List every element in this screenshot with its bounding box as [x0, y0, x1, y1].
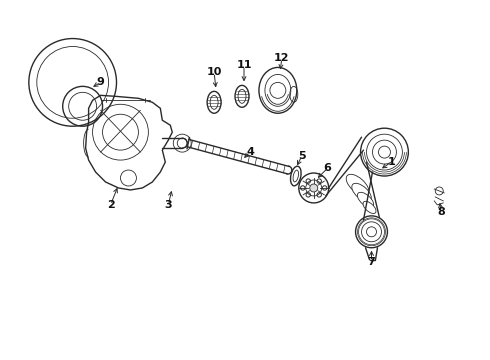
- Circle shape: [356, 216, 388, 248]
- Ellipse shape: [363, 201, 376, 213]
- Text: 1: 1: [388, 157, 395, 167]
- Text: 9: 9: [97, 77, 104, 87]
- Text: 6: 6: [324, 163, 332, 173]
- Text: 2: 2: [107, 200, 114, 210]
- Ellipse shape: [235, 85, 249, 107]
- Ellipse shape: [207, 91, 221, 113]
- Text: 5: 5: [298, 151, 306, 161]
- Text: 7: 7: [368, 257, 375, 267]
- Circle shape: [310, 184, 318, 192]
- Text: 10: 10: [206, 67, 222, 77]
- Ellipse shape: [352, 183, 371, 202]
- Ellipse shape: [357, 192, 374, 208]
- Ellipse shape: [346, 174, 369, 195]
- Text: 12: 12: [274, 54, 290, 63]
- Text: 8: 8: [438, 207, 445, 217]
- Polygon shape: [86, 95, 172, 190]
- Text: 3: 3: [165, 200, 172, 210]
- Text: 11: 11: [236, 60, 252, 71]
- Circle shape: [361, 128, 408, 176]
- Text: 4: 4: [246, 147, 254, 157]
- Ellipse shape: [259, 67, 297, 113]
